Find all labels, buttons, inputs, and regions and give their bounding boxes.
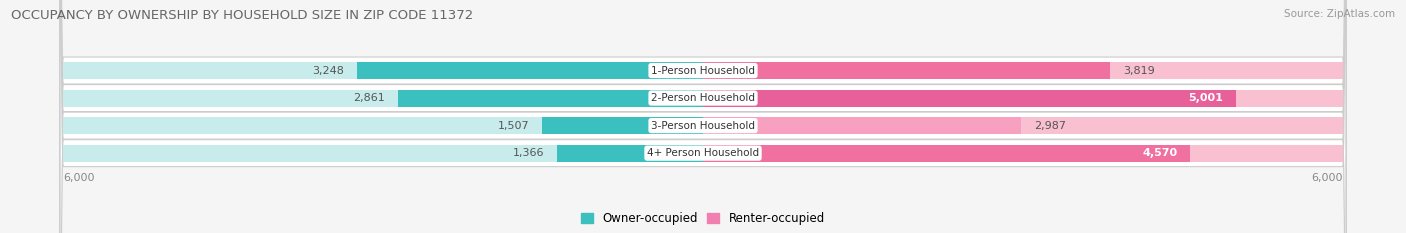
- Bar: [63, 89, 703, 107]
- Text: 6,000: 6,000: [1312, 173, 1343, 183]
- Text: 2,987: 2,987: [1035, 121, 1066, 131]
- FancyBboxPatch shape: [60, 0, 1346, 233]
- Bar: [703, 89, 1236, 107]
- Text: 6,000: 6,000: [63, 173, 94, 183]
- Text: 5,001: 5,001: [1188, 93, 1223, 103]
- Text: OCCUPANCY BY OWNERSHIP BY HOUSEHOLD SIZE IN ZIP CODE 11372: OCCUPANCY BY OWNERSHIP BY HOUSEHOLD SIZE…: [11, 9, 474, 22]
- Bar: [557, 145, 703, 162]
- Bar: [63, 117, 703, 134]
- Text: 1,507: 1,507: [498, 121, 530, 131]
- Bar: [398, 89, 703, 107]
- Text: 4,570: 4,570: [1142, 148, 1177, 158]
- FancyBboxPatch shape: [60, 0, 1346, 233]
- FancyBboxPatch shape: [60, 0, 1346, 233]
- Bar: [703, 117, 1022, 134]
- Bar: [703, 117, 1343, 134]
- Bar: [703, 89, 1343, 107]
- Text: 4+ Person Household: 4+ Person Household: [647, 148, 759, 158]
- Bar: [703, 145, 1191, 162]
- Text: 3,819: 3,819: [1123, 65, 1154, 75]
- FancyBboxPatch shape: [60, 0, 1346, 233]
- Bar: [63, 145, 703, 162]
- Text: 3,248: 3,248: [312, 65, 344, 75]
- Bar: [703, 62, 1111, 79]
- Bar: [703, 145, 1343, 162]
- Text: 1-Person Household: 1-Person Household: [651, 65, 755, 75]
- Bar: [543, 117, 703, 134]
- Text: 1,366: 1,366: [513, 148, 544, 158]
- Bar: [703, 62, 1343, 79]
- Text: 2,861: 2,861: [353, 93, 385, 103]
- Bar: [63, 62, 703, 79]
- Text: 3-Person Household: 3-Person Household: [651, 121, 755, 131]
- Bar: [357, 62, 703, 79]
- Text: 2-Person Household: 2-Person Household: [651, 93, 755, 103]
- Legend: Owner-occupied, Renter-occupied: Owner-occupied, Renter-occupied: [576, 207, 830, 230]
- Text: Source: ZipAtlas.com: Source: ZipAtlas.com: [1284, 9, 1395, 19]
